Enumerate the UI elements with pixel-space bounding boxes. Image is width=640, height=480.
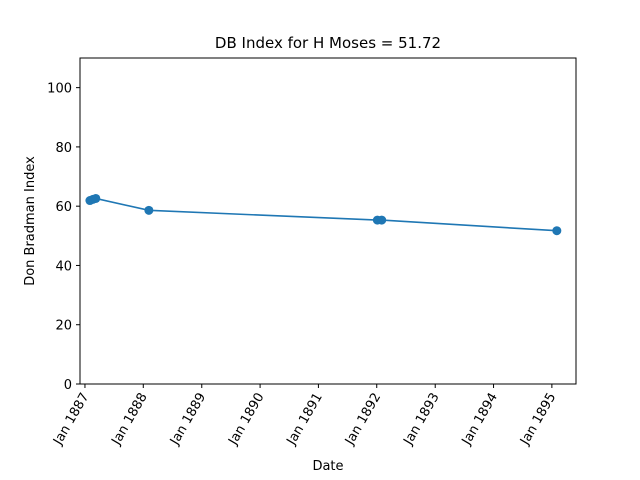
x-tick-label: Jan 1892 [342,391,384,449]
y-tick-label: 20 [55,319,72,334]
data-point [144,206,153,215]
y-axis: 0 20 40 60 80 100 [47,82,80,393]
x-tick-label: Jan 1893 [401,391,443,449]
x-tick-label: Jan 1891 [284,391,326,449]
x-tick-label: Jan 1889 [167,391,209,449]
y-tick-label: 40 [55,259,72,274]
x-tick-label: Jan 1890 [225,391,267,449]
y-axis-label: Don Bradman Index [23,156,38,286]
y-tick-label: 100 [47,82,72,97]
x-tick-label: Jan 1887 [50,391,92,449]
y-tick-label: 80 [55,141,72,156]
x-axis-label: Date [312,459,343,474]
x-tick-label: Jan 1894 [459,391,501,449]
plot-frame [80,58,576,384]
data-point [377,216,386,225]
y-tick-label: 0 [64,378,72,393]
chart-title: DB Index for H Moses = 51.72 [215,34,441,52]
data-point [552,226,561,235]
data-point [91,194,100,203]
x-axis: Jan 1887 Jan 1888 Jan 1889 Jan 1890 Jan 1891… [50,384,559,448]
y-tick-label: 60 [55,200,72,215]
series-line [90,198,557,230]
x-tick-label: Jan 1888 [109,391,151,449]
x-tick-label: Jan 1895 [517,391,559,449]
series-group [85,194,561,235]
